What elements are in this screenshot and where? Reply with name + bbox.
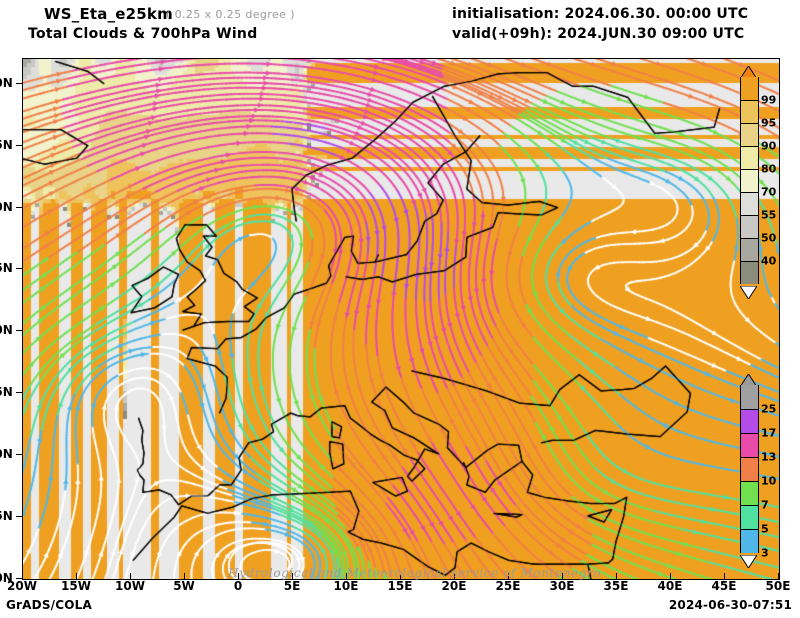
- x-axis-tick-label: 10W: [115, 579, 145, 593]
- y-axis-tick: [16, 516, 23, 518]
- initialisation-time-label: initialisation: 2024.06.30. 00:00 UTC: [452, 6, 749, 22]
- x-axis-tick-label: 5E: [283, 579, 301, 593]
- x-axis-tick-label: 10E: [333, 579, 359, 593]
- colorbar-segment: [741, 529, 758, 553]
- y-axis-tick: [16, 454, 23, 456]
- colorbar-tick-label: 55: [761, 208, 777, 222]
- x-axis-tick-label: 40E: [657, 579, 683, 593]
- colorbar-segment: [741, 409, 758, 433]
- x-axis-tick: [562, 573, 563, 579]
- x-axis-tick-label: 50E: [765, 579, 791, 593]
- map-plot-area: [22, 58, 780, 580]
- colorbar-tick-label: 80: [761, 162, 777, 176]
- colorbar-tick-label: 3: [761, 546, 769, 560]
- colorbar-tick-label: 13: [761, 450, 777, 464]
- x-axis-tick: [346, 573, 347, 579]
- colorbar-segment: [741, 238, 758, 261]
- colorbar-segment: [741, 192, 758, 215]
- x-axis-tick-label: 5W: [173, 579, 195, 593]
- colorbar-tick-label: 17: [761, 426, 777, 440]
- colorbar-tick-label: 10: [761, 474, 777, 488]
- y-axis-tick: [16, 392, 23, 394]
- x-axis-tick: [400, 573, 401, 579]
- colorbar-top-cap: [739, 372, 758, 388]
- x-axis-tick: [130, 573, 131, 579]
- x-axis-tick: [184, 573, 185, 579]
- colorbar-segment: [741, 433, 758, 457]
- colorbar-tick-label: 70: [761, 185, 777, 199]
- x-axis-tick: [724, 573, 725, 579]
- x-axis-tick: [778, 573, 779, 579]
- colorbar-segment: [741, 215, 758, 238]
- page-title: Total Clouds & 700hPa Wind: [28, 26, 258, 42]
- colorbar-top-cap: [739, 64, 758, 80]
- x-axis-tick-label: 20E: [441, 579, 467, 593]
- y-axis-tick: [16, 206, 23, 208]
- colorbar-bottom-cap: [739, 553, 758, 569]
- x-axis-tick-label: 25E: [495, 579, 521, 593]
- x-axis-tick: [454, 573, 455, 579]
- resolution-label: ( 0.25 x 0.25 degree ): [166, 8, 295, 21]
- watermark-text: Hydrological and Meteorological service …: [228, 566, 602, 580]
- colorbar-body: [740, 77, 759, 284]
- x-axis-tick-label: 15W: [61, 579, 91, 593]
- footer-timestamp: 2024-06-30-07:51: [668, 598, 792, 612]
- x-axis-tick: [76, 573, 77, 579]
- colorbar-body: [740, 385, 759, 553]
- x-axis-tick-label: 45E: [711, 579, 737, 593]
- footer-credit: GrADS/COLA: [6, 598, 92, 612]
- y-axis-tick-label: 45N: [0, 385, 13, 400]
- y-axis-tick: [16, 144, 23, 146]
- y-axis-tick-label: 30N: [0, 571, 13, 585]
- header: WS_Eta_e25km ( 0.25 x 0.25 degree ) Tota…: [0, 0, 800, 52]
- x-axis-tick-label: 35E: [603, 579, 629, 593]
- x-axis-tick-label: 15E: [387, 579, 413, 593]
- y-axis-tick-label: 65N: [0, 137, 13, 152]
- colorbar-bottom-cap: [739, 284, 758, 300]
- colorbar-segment: [741, 385, 758, 409]
- colorbar-tick-label: 95: [761, 116, 777, 130]
- y-axis-tick-label: 35N: [0, 509, 13, 524]
- colorbar-segment: [741, 123, 758, 146]
- y-axis-tick-label: 70N: [0, 75, 13, 90]
- x-axis-tick: [292, 573, 293, 579]
- y-axis-tick-label: 40N: [0, 447, 13, 462]
- colorbar-segment: [741, 77, 758, 100]
- colorbar-segment: [741, 481, 758, 505]
- y-axis-tick: [16, 82, 23, 84]
- colorbar-segment: [741, 146, 758, 169]
- model-name-label: WS_Eta_e25km: [44, 5, 173, 23]
- y-axis-tick: [16, 330, 23, 332]
- x-axis-tick-label: 0: [233, 579, 243, 593]
- colorbar-segment: [741, 505, 758, 529]
- x-axis-tick: [238, 573, 239, 579]
- colorbar-tick-label: 99: [761, 93, 777, 107]
- colorbar-tick-label: 50: [761, 231, 777, 245]
- y-axis-tick-label: 60N: [0, 199, 13, 214]
- x-axis-tick-label: 20W: [7, 579, 37, 593]
- valid-time-label: valid(+09h): 2024.JUN.30 09:00 UTC: [452, 26, 745, 42]
- colorbar-segment: [741, 457, 758, 481]
- colorbar-tick-label: 7: [761, 498, 769, 512]
- colorbar-segment: [741, 169, 758, 192]
- x-axis-tick: [616, 573, 617, 579]
- colorbar-tick-label: 40: [761, 254, 777, 268]
- x-axis-tick: [670, 573, 671, 579]
- wind-streamline-layer: [23, 59, 779, 579]
- y-axis-tick: [16, 578, 23, 579]
- colorbar-segment: [741, 261, 758, 284]
- y-axis-tick-label: 55N: [0, 261, 13, 276]
- colorbar-tick-label: 90: [761, 139, 777, 153]
- colorbar-tick-label: 5: [761, 522, 769, 536]
- colorbar-segment: [741, 100, 758, 123]
- x-axis-tick-label: 30E: [549, 579, 575, 593]
- x-axis-tick: [22, 573, 23, 579]
- y-axis-tick: [16, 268, 23, 270]
- x-axis-tick: [508, 573, 509, 579]
- y-axis-tick-label: 50N: [0, 323, 13, 338]
- colorbar-tick-label: 25: [761, 402, 777, 416]
